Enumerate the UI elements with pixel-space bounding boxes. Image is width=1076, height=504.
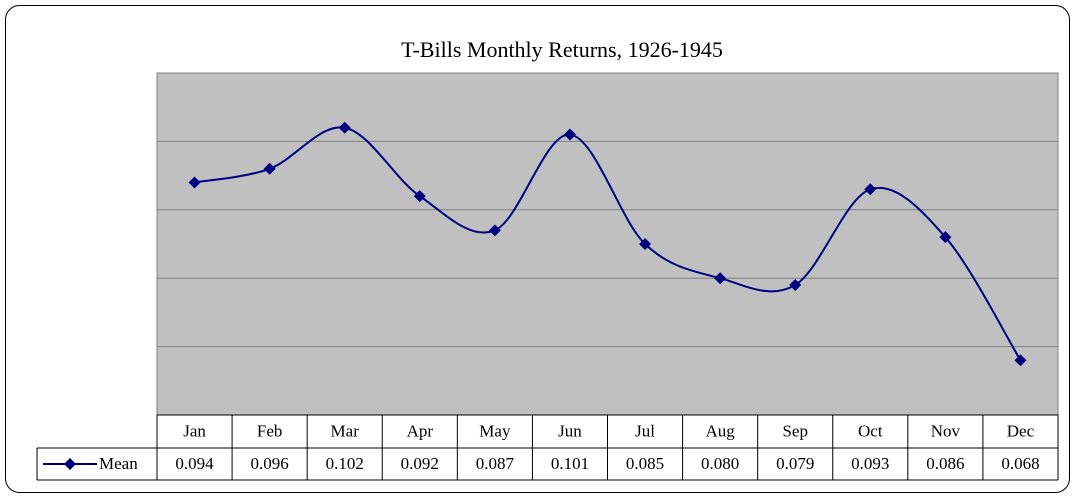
- marker: [563, 128, 576, 141]
- x-tick-label: Apr: [407, 421, 434, 440]
- marker: [939, 231, 952, 244]
- marker: [1014, 354, 1027, 367]
- legend-label: Mean: [99, 454, 138, 473]
- table-value: 0.079: [776, 454, 814, 473]
- marker: [263, 162, 276, 175]
- x-tick-label: Jun: [558, 421, 582, 440]
- table-value: 0.080: [701, 454, 739, 473]
- x-tick-label: Oct: [858, 421, 883, 440]
- table-value: 0.092: [401, 454, 439, 473]
- x-tick-label: Dec: [1007, 421, 1035, 440]
- x-tick-label: Mar: [331, 421, 360, 440]
- marker: [714, 272, 727, 285]
- table-value: 0.093: [851, 454, 889, 473]
- table-value: 0.094: [175, 454, 214, 473]
- x-tick-label: Jan: [183, 421, 206, 440]
- marker: [639, 238, 652, 250]
- marker: [789, 279, 802, 292]
- x-tick-label: Sep: [782, 421, 808, 440]
- table-value: 0.085: [626, 454, 664, 473]
- x-tick-label: May: [479, 421, 511, 440]
- x-tick-label: Aug: [705, 421, 735, 440]
- marker: [188, 176, 201, 189]
- legend-marker: [64, 458, 76, 470]
- table-value: 0.087: [476, 454, 515, 473]
- table-value: 0.102: [326, 454, 364, 473]
- x-tick-label: Nov: [931, 421, 961, 440]
- table-value: 0.086: [926, 454, 964, 473]
- x-tick-label: Jul: [635, 421, 655, 440]
- x-tick-label: Feb: [257, 421, 283, 440]
- chart-title: T-Bills Monthly Returns, 1926-1945: [401, 37, 723, 62]
- marker: [413, 190, 426, 203]
- marker: [338, 121, 351, 134]
- plot-area: [156, 72, 1059, 416]
- marker: [488, 224, 501, 237]
- marker: [864, 183, 877, 196]
- table-value: 0.068: [1001, 454, 1039, 473]
- table-value: 0.096: [251, 454, 289, 473]
- table-value: 0.101: [551, 454, 589, 473]
